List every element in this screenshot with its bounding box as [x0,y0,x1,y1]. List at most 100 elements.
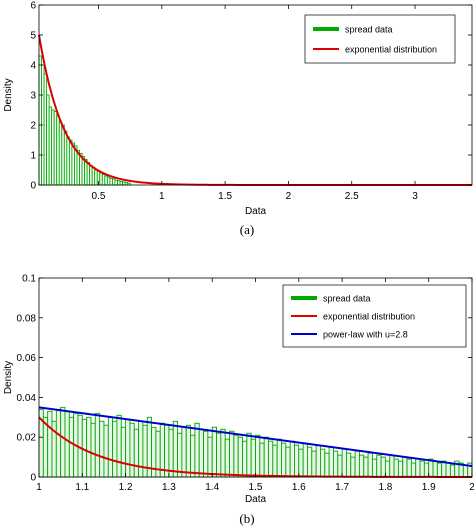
x-tick-label: 1.8 [378,482,392,493]
y-tick-label: 0.02 [17,433,37,444]
histogram-bar [177,432,183,478]
y-tick-label: 5 [30,31,36,42]
histogram-bar [142,424,148,478]
histogram-bar [233,434,239,478]
legend-label: exponential distribution [323,312,415,322]
histogram-bar [324,452,330,478]
histogram-bar [125,418,131,478]
histogram-bar [90,422,96,478]
histogram-bar [449,464,456,478]
histogram-bar [64,410,70,478]
histogram-bar [103,424,109,478]
histogram-bar [190,434,196,478]
histogram-bar [203,430,209,478]
histogram-bar [320,448,326,478]
histogram-bar [406,458,412,478]
histogram-bar [345,452,352,478]
legend-label: exponential distribution [345,45,437,55]
x-tick-label: 1.7 [335,482,349,493]
legend-label: power-law with u=2.8 [323,330,408,340]
histogram-bar [198,428,204,478]
histogram-bar [298,448,304,478]
histogram-bar [337,454,343,478]
histogram-bar [250,438,256,478]
histogram-bar [332,450,339,478]
legend-label: spread data [323,294,371,304]
x-tick-label: 2.5 [345,191,359,202]
histogram-bar [341,448,347,478]
histogram-bar [246,432,252,478]
histogram-bar [207,436,213,478]
histogram-bar [289,440,295,478]
histogram-bar [423,462,430,478]
x-tick-label: 1.2 [119,482,133,493]
x-tick-label: 1.3 [162,482,176,493]
histogram-bar [194,422,200,478]
histogram-bar [259,442,265,478]
x-tick-label: 0.5 [92,191,106,202]
histogram-bar [315,444,321,478]
histogram-bar [428,458,434,478]
histogram-bar [116,414,122,478]
y-tick-label: 6 [30,1,36,12]
x-tick-label: 3 [412,191,418,202]
y-tick-label: 3 [30,91,36,102]
histogram-bar [47,410,53,478]
histogram-bar [410,462,417,478]
histogram-bar [276,438,282,478]
histogram-bar [441,460,447,478]
x-tick-label: 1 [159,191,165,202]
histogram-bar [371,458,378,478]
histogram-bar [211,426,217,478]
histogram-bar [393,458,399,478]
histogram-bar [436,462,443,478]
histogram-bar [94,412,101,478]
x-tick-label: 2 [286,191,292,202]
histogram-bar [86,416,92,478]
histogram-bar [281,442,287,478]
x-tick-label: 1 [36,482,42,493]
histogram-bar [384,460,391,478]
histogram-bar [120,426,127,478]
histogram-bar [172,420,179,478]
histogram-bar [112,420,118,478]
histogram-bar [129,422,135,478]
histogram-bar [363,456,369,478]
y-tick-label: 2 [30,121,36,132]
x-tick-label: 1.4 [205,482,219,493]
histogram-bar [354,450,360,478]
x-tick-label: 1.5 [218,191,232,202]
histogram-bar [133,428,140,478]
histogram-bar [220,428,226,478]
histogram-bar [358,454,365,478]
legend-box [304,14,456,64]
histogram-bar [294,444,300,478]
panel-b: 1 1.1 1.2 1.3 1.4 1.5 1.6 1.7 1.8 1.9 2 0 0.02 0.04 0.… [3,274,474,527]
histogram-bar [224,438,230,478]
y-tick-label: 0.08 [17,313,37,324]
x-tick-label: 1.1 [75,482,89,493]
histogram-bar [432,460,438,478]
y-tick-label: 1 [30,151,36,162]
x-tick-label: 1.5 [249,482,263,493]
x-tick-label: 1.6 [292,482,306,493]
x-tick-label: 2 [469,482,474,493]
histogram-bar [216,432,222,478]
histogram-bar [229,430,235,478]
series-curve [38,406,473,468]
histogram-bar [138,420,144,478]
y-axis-label: Density [3,361,14,394]
histogram-bar [367,452,373,478]
histogram-bar [397,460,404,478]
panel-a: 0.5 1 1.5 2 2.5 3 0 1 2 3 4 5 6 Data Density spread dat… [3,1,473,237]
y-tick-label: 4 [30,61,36,72]
histogram-bar [263,436,269,478]
histogram-bar [462,464,469,478]
y-tick-label: 0 [30,181,36,192]
figure-caption: (a) [240,222,254,237]
histogram-bar [242,440,248,478]
x-axis-label: Data [245,494,267,505]
histogram-bar [164,424,170,478]
histogram-bar [272,444,278,478]
